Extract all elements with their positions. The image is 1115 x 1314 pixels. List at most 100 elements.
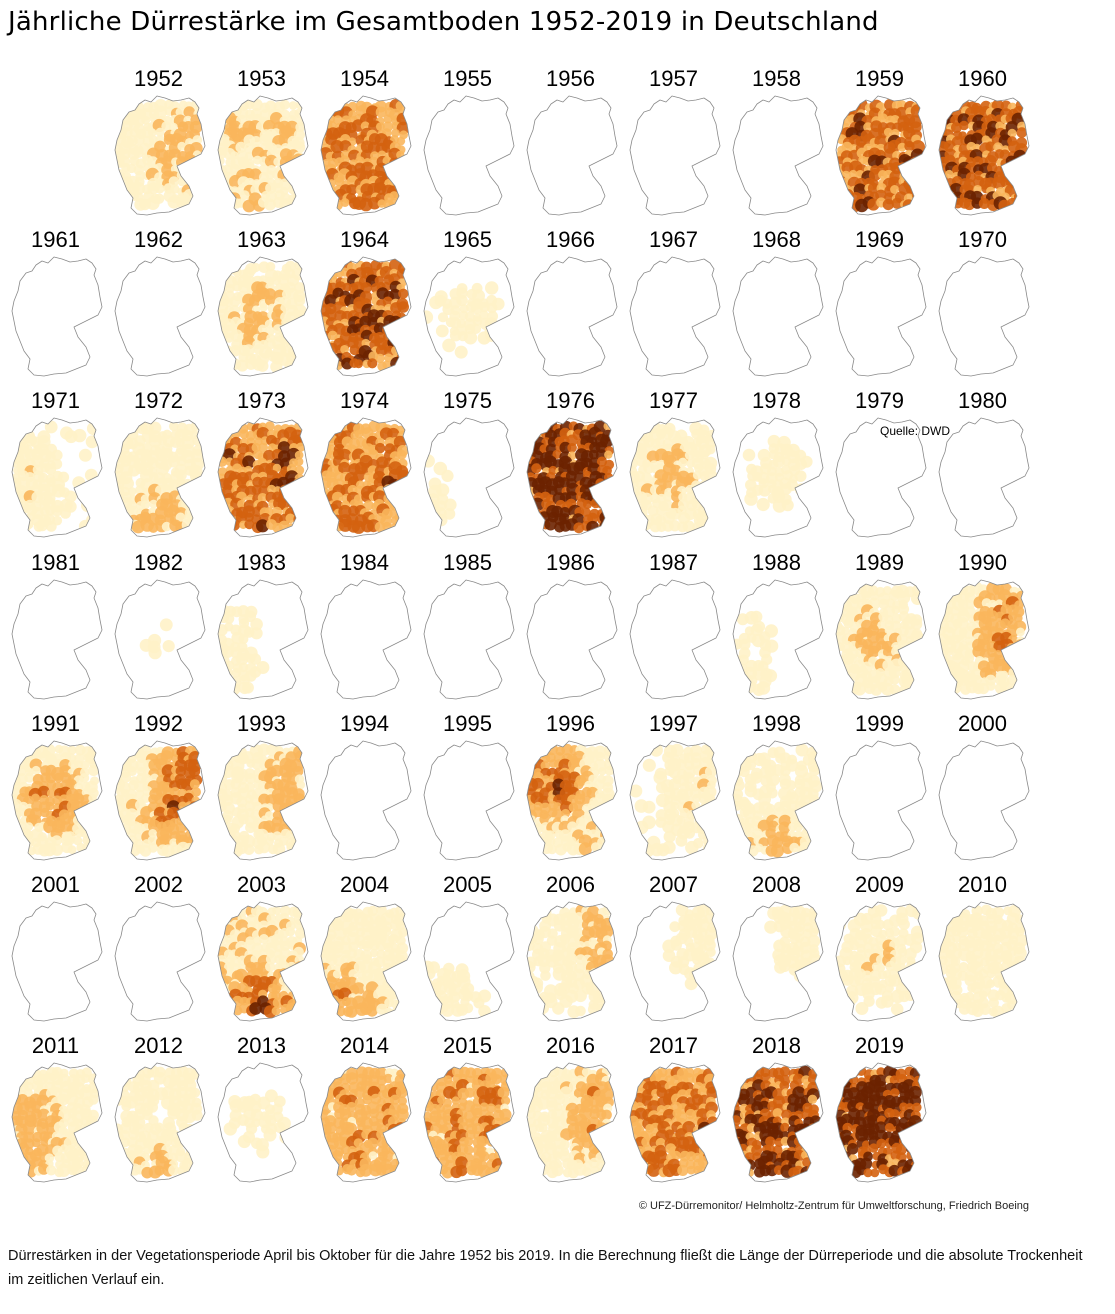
drought-cell	[391, 1006, 402, 1017]
drought-cell	[286, 323, 297, 334]
drought-cell	[78, 449, 92, 463]
drought-cell	[1017, 186, 1027, 196]
drought-cell	[911, 591, 924, 605]
drought-cell	[595, 487, 608, 499]
year-label: 2006	[546, 872, 595, 897]
drought-cell	[293, 946, 304, 958]
drought-cell	[264, 198, 276, 211]
drought-cell	[294, 358, 307, 371]
drought-cell	[544, 518, 557, 531]
drought-cell	[540, 970, 551, 981]
drought-cell	[992, 934, 1002, 944]
drought-cell	[733, 834, 746, 848]
drought-intensity-layer	[527, 579, 617, 699]
drought-cell	[235, 652, 249, 665]
drought-cell	[601, 975, 612, 986]
germany-map-1969	[835, 256, 927, 377]
drought-cell	[836, 589, 847, 602]
drought-cell	[237, 500, 246, 509]
drought-cell	[397, 301, 409, 313]
drought-intensity-layer	[12, 740, 102, 860]
drought-cell	[604, 506, 614, 516]
country-border	[629, 579, 721, 699]
drought-cell	[127, 487, 137, 497]
germany-map-1962	[114, 256, 206, 377]
drought-cell	[65, 778, 77, 790]
drought-cell	[354, 359, 364, 369]
drought-cell	[911, 179, 921, 188]
drought-intensity-layer	[218, 96, 308, 215]
drought-intensity-layer	[12, 902, 102, 1021]
germany-map-1952	[114, 95, 206, 216]
page-title: Jährliche Dürrestärke im Gesamtboden 195…	[8, 7, 879, 37]
drought-cell	[162, 639, 175, 652]
drought-cell	[294, 457, 304, 467]
country-border	[320, 256, 412, 377]
germany-map-1982	[114, 579, 206, 699]
drought-cell	[375, 345, 388, 357]
drought-cell	[395, 997, 408, 1010]
drought-cell	[192, 435, 204, 447]
drought-cell	[243, 843, 255, 855]
drought-cell	[795, 743, 809, 757]
drought-cell	[115, 502, 124, 513]
year-panel-1996: 1996	[519, 711, 622, 871]
drought-cell	[807, 824, 818, 835]
drought-cell	[662, 492, 673, 503]
drought-cell	[321, 193, 331, 203]
country-border	[217, 740, 309, 861]
drought-intensity-layer	[218, 902, 308, 1021]
drought-cell	[271, 1006, 281, 1016]
drought-cell	[676, 815, 686, 825]
drought-cell	[945, 996, 956, 1007]
drought-cell	[1000, 617, 1011, 629]
drought-cell	[798, 962, 812, 976]
drought-cell	[909, 156, 922, 169]
drought-cell	[12, 505, 23, 516]
drought-intensity-layer	[115, 902, 205, 1021]
drought-cell	[286, 969, 296, 979]
drought-cell	[293, 326, 304, 337]
germany-map-1960	[938, 95, 1030, 216]
drought-cell	[218, 357, 230, 371]
drought-cell	[592, 808, 606, 823]
germany-map-1983	[217, 579, 309, 699]
drought-cell	[80, 760, 90, 770]
year-label: 1996	[546, 710, 595, 736]
drought-cell	[903, 163, 914, 175]
drought-cell	[389, 157, 400, 169]
drought-cell	[369, 948, 379, 958]
drought-cell	[836, 919, 846, 932]
drought-cell	[603, 989, 616, 1002]
year-panel-1986: 1986	[519, 550, 622, 710]
country-border	[835, 256, 927, 377]
drought-cell	[327, 198, 339, 210]
drought-cell	[367, 358, 378, 369]
drought-cell	[243, 143, 255, 154]
drought-intensity-layer	[836, 579, 926, 699]
drought-cell	[527, 431, 537, 441]
year-panel-1953: 1953	[210, 66, 313, 226]
drought-cell	[183, 792, 194, 804]
drought-cell	[939, 191, 948, 200]
drought-cell	[1013, 946, 1027, 960]
drought-cell	[292, 199, 303, 210]
drought-cell	[390, 357, 404, 371]
drought-cell	[527, 914, 536, 926]
drought-cell	[12, 431, 22, 444]
drought-cell	[159, 617, 173, 631]
drought-cell	[1016, 127, 1028, 138]
drought-cell	[36, 519, 49, 532]
germany-map-1977	[629, 417, 721, 538]
drought-cell	[389, 323, 399, 334]
year-panel-2010: 2010	[931, 872, 1034, 1032]
drought-cell	[115, 749, 126, 762]
drought-cell	[959, 120, 969, 131]
drought-cell	[222, 100, 235, 114]
year-label: 1969	[855, 227, 904, 253]
country-border	[114, 417, 206, 538]
drought-cell	[279, 99, 290, 110]
drought-cell	[229, 345, 242, 357]
year-panel-1979: 1979	[828, 388, 931, 548]
year-panel-1975: 1975	[416, 388, 519, 548]
